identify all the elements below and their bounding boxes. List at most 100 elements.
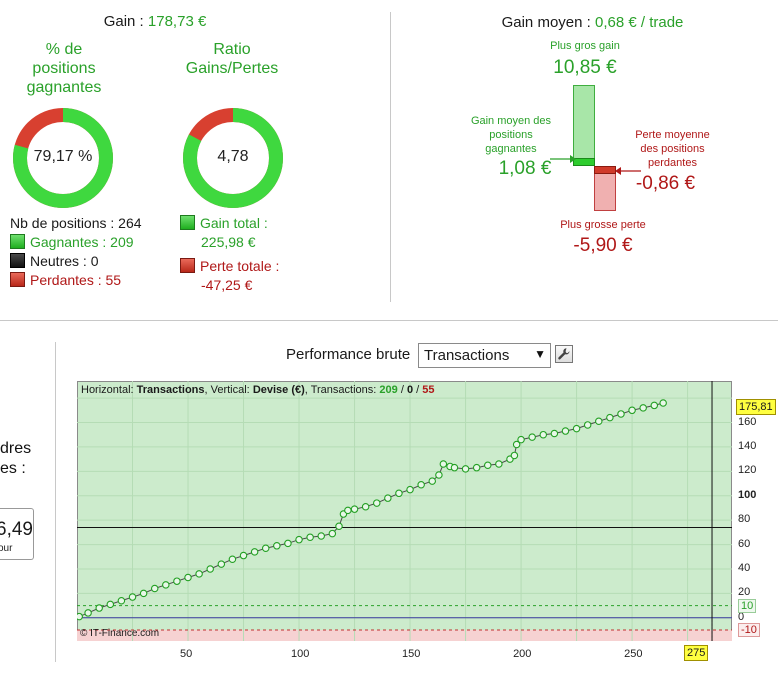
ratio-donut-win	[183, 108, 283, 208]
chart-header: Horizontal: Transactions, Vertical: Devi…	[81, 384, 434, 396]
t-sep: /	[413, 384, 423, 396]
upper-reference-label: 10	[738, 598, 757, 613]
performance-title: Performance brute	[286, 346, 411, 363]
perte-moyenne-marker	[594, 166, 616, 174]
neutres-text: Neutres : 0	[30, 253, 99, 269]
performance-chart-area[interactable]	[77, 381, 732, 641]
data-point	[639, 404, 647, 412]
chevron-down-icon[interactable]: ▼	[534, 347, 546, 361]
wrench-icon	[558, 348, 570, 360]
nb-positions: Nb de positions : 264	[10, 215, 142, 231]
v-label: , Vertical:	[204, 384, 250, 396]
y-tick-label: 80	[738, 513, 751, 526]
data-point	[372, 499, 381, 507]
v-value: Devise (€)	[252, 384, 305, 396]
data-point	[512, 440, 521, 449]
gain-total-value: 225,98 €	[201, 234, 256, 250]
data-point	[162, 581, 170, 589]
data-point	[550, 429, 559, 438]
performance-chart[interactable]	[77, 381, 732, 641]
pct-value: 79,17 %	[33, 148, 93, 165]
gain-moyen-positions-label: Gain moyen des positions gagnantes	[470, 115, 552, 155]
data-point	[261, 544, 270, 552]
left-fragment-1: dres	[0, 440, 32, 457]
plus-gros-gain-value: 10,85 €	[553, 57, 617, 78]
arrow-left-icon	[615, 167, 641, 175]
gain-range-bar	[573, 85, 595, 165]
x-tick-label: 150	[402, 648, 421, 660]
y-tick-label: 120	[738, 464, 757, 477]
data-point	[472, 463, 481, 472]
y-tick-label: 60	[738, 537, 751, 550]
h-value: Transactions	[136, 384, 205, 396]
x-tick-label: 250	[624, 648, 643, 660]
data-point	[206, 565, 214, 573]
panel-divider-vertical	[390, 12, 391, 302]
data-point	[128, 593, 137, 601]
view-select[interactable]: Transactions ▼	[418, 343, 551, 368]
black-square-icon	[10, 253, 25, 268]
y-tick-label: 20	[738, 586, 751, 599]
data-point	[117, 596, 126, 605]
h-label: Horizontal:	[81, 384, 134, 396]
y-tick-label: 40	[738, 561, 751, 574]
gain-moyen-summary: Gain moyen : 0,68 € / trade	[470, 14, 715, 31]
green-square-icon	[180, 215, 195, 230]
data-point	[84, 609, 92, 617]
lower-reference-label: -10	[738, 623, 760, 637]
gain-moyen-label: Gain moyen :	[501, 14, 591, 31]
pct-donut	[13, 108, 113, 208]
data-point	[361, 502, 370, 511]
data-point	[395, 489, 403, 498]
data-point	[106, 600, 115, 609]
copyright: © IT-Finance.com	[80, 628, 160, 639]
data-point	[539, 430, 548, 439]
data-point	[217, 560, 226, 568]
data-point	[273, 542, 281, 550]
t-win: 209	[379, 384, 398, 396]
data-point	[435, 471, 443, 479]
perte-totale-label: Perte totale :	[200, 258, 280, 274]
legend-perdantes: Perdantes : 55	[10, 272, 121, 288]
perdantes-text: Perdantes : 55	[30, 272, 122, 288]
data-point	[95, 604, 103, 612]
data-point	[384, 494, 392, 502]
plus-grosse-perte-label: Plus grosse perte	[560, 219, 646, 231]
ratio-donut	[183, 108, 283, 208]
perte-moyenne-value: -0,86 €	[635, 173, 696, 194]
t-label: , Transactions:	[304, 384, 377, 396]
x-tick-label: 100	[291, 648, 310, 660]
left-fragment-2: es :	[0, 460, 26, 477]
gain-summary: Gain : 178,73 €	[0, 13, 310, 30]
x-tick-label: 50	[180, 648, 193, 660]
gain-value: 178,73 €	[147, 13, 207, 30]
data-point	[595, 417, 603, 426]
data-point	[417, 481, 425, 489]
gain-moyen-positions-value: 1,08 €	[498, 158, 552, 179]
ratio-value: 4,78	[217, 148, 249, 165]
data-point	[295, 535, 303, 544]
data-point	[650, 401, 659, 410]
data-point	[572, 424, 581, 433]
data-point	[328, 529, 337, 538]
data-point	[184, 573, 192, 582]
left-box-value: 6,49	[0, 519, 33, 540]
y-tick-label: 0	[738, 610, 745, 623]
data-point	[350, 505, 359, 513]
data-point	[239, 551, 248, 560]
data-point	[406, 485, 414, 494]
data-point	[439, 460, 448, 468]
data-point	[517, 435, 525, 444]
y-tick-label: 100	[738, 488, 757, 501]
view-select-value: Transactions	[424, 347, 510, 364]
data-point	[173, 577, 181, 585]
panel-divider-horizontal	[0, 320, 778, 321]
ratio-title: Ratio Gains/Pertes	[185, 41, 279, 77]
data-point	[306, 533, 314, 541]
data-point	[150, 584, 159, 593]
data-point	[461, 465, 470, 473]
perte-totale-value: -47,25 €	[201, 277, 253, 293]
data-point	[628, 406, 636, 415]
wrench-settings-button[interactable]	[555, 345, 573, 363]
data-point	[250, 548, 259, 556]
